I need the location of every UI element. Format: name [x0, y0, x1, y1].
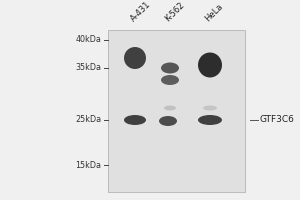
Ellipse shape	[198, 52, 222, 77]
Ellipse shape	[159, 116, 177, 126]
Ellipse shape	[124, 47, 146, 69]
Ellipse shape	[161, 75, 179, 85]
Ellipse shape	[124, 115, 146, 125]
Text: K-562: K-562	[164, 0, 187, 23]
Ellipse shape	[164, 106, 176, 110]
Text: 15kDa: 15kDa	[76, 160, 101, 170]
Text: 25kDa: 25kDa	[75, 116, 101, 124]
Ellipse shape	[203, 106, 217, 110]
Text: 40kDa: 40kDa	[76, 36, 101, 45]
Text: A-431: A-431	[129, 0, 152, 23]
Bar	[108, 30, 245, 192]
Text: HeLa: HeLa	[204, 2, 225, 23]
Ellipse shape	[198, 115, 222, 125]
Text: 35kDa: 35kDa	[76, 64, 101, 72]
Text: GTF3C6: GTF3C6	[259, 116, 294, 124]
Ellipse shape	[161, 62, 179, 73]
